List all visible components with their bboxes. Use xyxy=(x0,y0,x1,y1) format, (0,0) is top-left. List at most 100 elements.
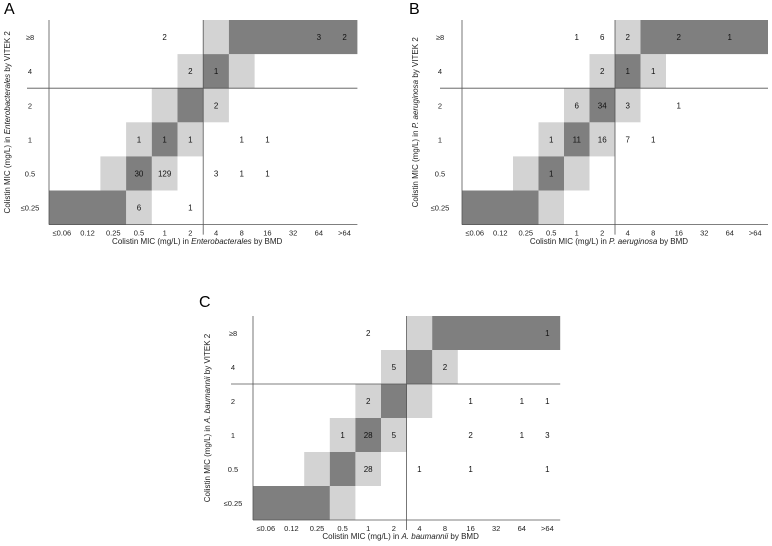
panel-a-x-tick-16: 16 xyxy=(263,229,271,238)
panel-b-count-0p5-1: 1 xyxy=(549,135,554,144)
panel-c-count-1-2: 2 xyxy=(366,397,371,406)
panel-c-count-64-2: 1 xyxy=(520,397,525,406)
panel-b-light-cell-8-4 xyxy=(640,54,666,89)
panel-a-count-8-1: 1 xyxy=(240,135,245,144)
panel-c-light-cell-0p5-1 xyxy=(329,418,356,452)
panel-a-x-tick-gt64: >64 xyxy=(338,229,351,238)
panel-b-count-2-ge8: 6 xyxy=(600,33,605,42)
panel-b-dark-cell-2-2 xyxy=(589,88,615,123)
panel-a-count-2-le0p25: 1 xyxy=(188,204,193,213)
panel-a-y-tick-0p5: 0.5 xyxy=(25,169,35,178)
panel-a-count-1-0p5: 129 xyxy=(158,169,172,178)
panel-b-count-2-2: 34 xyxy=(598,101,607,110)
panel-c-x-tick-0p5: 0.5 xyxy=(337,524,347,533)
panel-c-chart: C≤0.06 0.12 0.25 0.5 1 2 4 8 16 32 64 >64≤0.250.512… xyxy=(199,294,561,541)
panel-c-x-tick-gt64: >64 xyxy=(541,524,554,533)
panel-b-count-16-2: 1 xyxy=(677,101,682,110)
panel-a-light-cell-8-4 xyxy=(228,54,255,89)
panel-a-count-64-ge8: 3 xyxy=(317,33,322,42)
panel-c-x-tick-le0p06: ≤0.06 xyxy=(256,524,275,533)
panel-a-count-gt64-ge8: 2 xyxy=(342,33,347,42)
panel-c-dark-cell-le0p06-le0p25 xyxy=(253,486,330,520)
panel-b-count-1-2: 6 xyxy=(575,101,580,110)
panel-a-y-tick-ge8: ≥8 xyxy=(26,33,34,42)
panel-c-count-1-1: 28 xyxy=(364,431,373,440)
panel-a-count-16-0p5: 1 xyxy=(265,169,270,178)
panel-a-dark-cell-2-2 xyxy=(177,88,204,123)
panel-c-light-cell-8-4 xyxy=(432,350,458,384)
panel-c-x-tick-1: 1 xyxy=(366,524,370,533)
panel-a-count-4-2: 2 xyxy=(214,101,219,110)
panel-a-count-2-4: 2 xyxy=(188,67,193,76)
panel-a-light-cell-2-4 xyxy=(177,54,204,89)
panel-c-count-gt64-1: 3 xyxy=(545,431,550,440)
panel-c-light-cell-0p5-le0p25 xyxy=(329,486,356,520)
panel-c-x-tick-64: 64 xyxy=(518,524,526,533)
panel-c-letter: C xyxy=(199,294,211,311)
panel-b-x-tick-4: 4 xyxy=(626,229,630,238)
panel-c-count-1-0p5: 28 xyxy=(364,465,373,474)
panel-c-light-cell-2-1 xyxy=(381,418,407,452)
panel-b-x-tick-0p5: 0.5 xyxy=(546,229,556,238)
panel-a-dark-cell-4-4 xyxy=(203,54,229,89)
panel-c-count-gt64-ge8: 1 xyxy=(545,329,550,338)
panel-b-x-tick-le0p06: ≤0.06 xyxy=(465,229,484,238)
panel-c-y-tick-0p5: 0.5 xyxy=(228,465,238,474)
panel-a-count-16-1: 1 xyxy=(265,135,270,144)
panel-a-light-cell-1-2 xyxy=(151,88,178,123)
panel-a-x-tick-8: 8 xyxy=(240,229,244,238)
panel-a-light-cell-4-2 xyxy=(203,88,229,123)
panel-c-x-tick-2: 2 xyxy=(392,524,396,533)
panel-c-x-axis-label: Colistin MIC (mg/L) in A. baumannii by B… xyxy=(322,532,479,541)
panel-b-light-cell-0p25-0p5 xyxy=(513,156,539,191)
panel-a-x-tick-2: 2 xyxy=(188,229,192,238)
panel-c-dark-cell-1-1 xyxy=(355,418,381,452)
panel-c-count-gt64-0p5: 1 xyxy=(545,465,550,474)
panel-b-y-tick-ge8: ≥8 xyxy=(436,33,444,42)
panel-c-x-tick-0p25: 0.25 xyxy=(310,524,325,533)
panel-c-count-1-ge8: 2 xyxy=(366,329,371,338)
panel-c-count-16-0p5: 1 xyxy=(468,465,473,474)
panel-a-y-tick-1: 1 xyxy=(28,135,32,144)
panel-c-count-gt64-2: 1 xyxy=(545,397,550,406)
panel-a-count-0p5-le0p25: 6 xyxy=(137,204,142,213)
panel-b-x-tick-8: 8 xyxy=(651,229,655,238)
panel-a-x-tick-0p25: 0.25 xyxy=(106,229,121,238)
panel-b-x-tick-gt64: >64 xyxy=(749,229,762,238)
panel-b-y-tick-2: 2 xyxy=(438,101,442,110)
panel-a-count-1-ge8: 2 xyxy=(162,33,167,42)
panel-c-count-2-1: 5 xyxy=(392,431,397,440)
panel-c-light-cell-2-4 xyxy=(381,350,407,384)
panel-a-dark-cell-le0p06-le0p25 xyxy=(49,190,127,225)
panel-c-light-cell-4-ge8 xyxy=(406,316,433,350)
panel-b-x-tick-64: 64 xyxy=(726,229,734,238)
panel-b-count-4-2: 3 xyxy=(626,101,631,110)
panel-b-count-2-1: 16 xyxy=(598,135,607,144)
panel-a-light-cell-0p25-0p5 xyxy=(100,156,127,191)
panel-a-x-tick-32: 32 xyxy=(289,229,297,238)
panel-b-count-4-1: 7 xyxy=(626,135,631,144)
panel-a-light-cell-4-ge8 xyxy=(203,20,229,55)
panel-c-dark-cell-2-2 xyxy=(381,384,407,418)
panel-c-x-tick-4: 4 xyxy=(417,524,421,533)
panel-a-count-4-0p5: 3 xyxy=(214,169,219,178)
panel-a-x-tick-64: 64 xyxy=(315,229,323,238)
panel-c-x-tick-32: 32 xyxy=(492,524,500,533)
panel-b-count-4-ge8: 2 xyxy=(626,33,631,42)
panel-b-dark-cell-8-ge8 xyxy=(640,20,768,55)
panel-b-dark-cell-1-1 xyxy=(564,122,590,157)
panel-a-dark-cell-8-ge8 xyxy=(228,20,358,55)
panel-b-dark-cell-4-4 xyxy=(615,54,641,89)
panel-a-count-2-1: 1 xyxy=(188,135,193,144)
panel-b-count-16-ge8: 2 xyxy=(677,33,682,42)
panel-a-y-tick-4: 4 xyxy=(28,67,32,76)
panel-c-count-64-1: 1 xyxy=(520,431,525,440)
panel-c-dark-cell-4-4 xyxy=(406,350,433,384)
panel-b-light-cell-4-ge8 xyxy=(615,20,641,55)
panel-a-count-0p5-1: 1 xyxy=(137,135,142,144)
panel-a-chart: A≤0.06 0.12 0.25 0.5 1 2 4 8 16 32 64 >64≤0.250.512… xyxy=(3,1,358,246)
panel-a-light-cell-0p5-le0p25 xyxy=(126,190,152,225)
panel-b-x-tick-0p12: 0.12 xyxy=(493,229,508,238)
panel-c-count-0p5-1: 1 xyxy=(340,431,345,440)
